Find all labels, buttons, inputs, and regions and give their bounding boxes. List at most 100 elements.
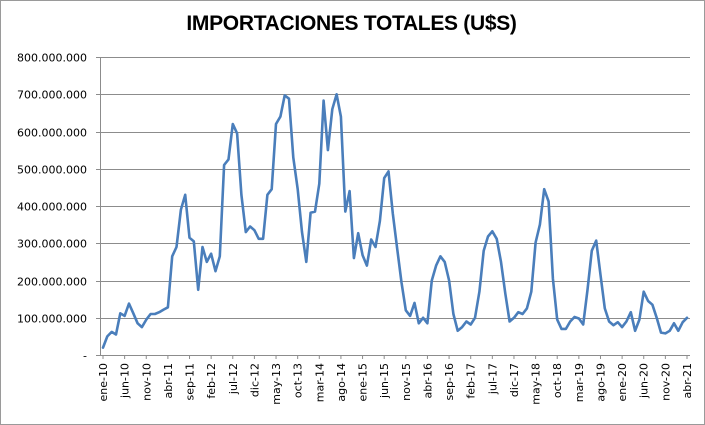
data-point (301, 231, 303, 233)
y-tick-label: 700.000.000 (17, 89, 87, 102)
data-point (314, 210, 316, 212)
data-point (643, 291, 645, 293)
chart-title: IMPORTACIONES TOTALES (U$S) (186, 12, 517, 35)
data-point (539, 223, 541, 225)
x-tick-label: may-13 (270, 363, 283, 405)
data-point (340, 115, 342, 117)
data-point (669, 330, 671, 332)
data-point (638, 318, 640, 320)
data-point (452, 313, 454, 315)
data-point (102, 346, 104, 348)
x-tick-label: may-18 (530, 363, 543, 405)
x-tick-label: ene-10 (97, 363, 110, 401)
x-tick-label: feb-17 (465, 363, 478, 399)
data-point (560, 328, 562, 330)
x-tick-label: nov-15 (400, 363, 413, 401)
data-point (625, 320, 627, 322)
y-tick-label: 600.000.000 (17, 127, 87, 140)
x-tick-label: oct-18 (551, 363, 564, 398)
y-tick-label: 800.000.000 (17, 52, 87, 65)
x-tick-label: ene-15 (357, 363, 370, 401)
data-point (630, 311, 632, 313)
data-point (686, 317, 688, 319)
data-point (591, 250, 593, 252)
data-point (578, 317, 580, 319)
data-point (158, 311, 160, 313)
data-point (162, 308, 164, 310)
x-tick-label: jun-20 (638, 363, 651, 399)
y-tick-label: 300.000.000 (17, 238, 87, 251)
x-tick-label: nov-20 (659, 363, 672, 401)
data-point (309, 212, 311, 214)
x-tick-label: abr-21 (681, 363, 694, 399)
data-point (188, 237, 190, 239)
data-point (258, 238, 260, 240)
data-point (193, 240, 195, 242)
data-point (656, 317, 658, 319)
data-point (262, 238, 264, 240)
data-point (119, 312, 121, 314)
data-point (565, 328, 567, 330)
data-point (279, 115, 281, 117)
x-tick-label: dic-17 (508, 363, 521, 397)
data-point (184, 194, 186, 196)
data-point (370, 238, 372, 240)
data-point (180, 209, 182, 211)
data-point (682, 321, 684, 323)
data-point (357, 232, 359, 234)
data-point (573, 316, 575, 318)
x-tick-label: jun-15 (378, 363, 391, 399)
data-point (353, 257, 355, 259)
data-point (141, 326, 143, 328)
data-point (275, 123, 277, 125)
data-point (266, 194, 268, 196)
data-point (396, 248, 398, 250)
data-point (470, 323, 472, 325)
data-point (271, 188, 273, 190)
data-point (448, 279, 450, 281)
data-point (487, 235, 489, 237)
data-point (608, 320, 610, 322)
data-point (236, 132, 238, 134)
data-point (435, 264, 437, 266)
data-point (201, 246, 203, 248)
data-point (327, 149, 329, 151)
y-tick-label: 200.000.000 (17, 276, 87, 289)
x-tick-label: abr-11 (162, 363, 175, 399)
data-point (582, 323, 584, 325)
data-point (508, 320, 510, 322)
data-point (297, 188, 299, 190)
y-tick-label: 400.000.000 (17, 201, 87, 214)
data-point (496, 238, 498, 240)
data-point (197, 289, 199, 291)
data-point (253, 229, 255, 231)
series-line (101, 93, 689, 349)
data-point (617, 321, 619, 323)
data-point (478, 291, 480, 293)
data-point (526, 307, 528, 309)
data-point (223, 164, 225, 166)
data-point (366, 264, 368, 266)
data-point (331, 108, 333, 110)
series-layer (101, 93, 689, 349)
data-point (392, 212, 394, 214)
data-point (413, 302, 415, 304)
x-tick-label: feb-12 (205, 363, 218, 399)
data-point (504, 292, 506, 294)
data-point (474, 317, 476, 319)
data-point (149, 313, 151, 315)
data-point (288, 98, 290, 100)
y-tick-label: 500.000.000 (17, 164, 87, 177)
data-point (154, 313, 156, 315)
data-point (483, 250, 485, 252)
x-tick-label: jul-17 (486, 363, 499, 395)
data-point (521, 313, 523, 315)
data-point (374, 246, 376, 248)
data-point (634, 330, 636, 332)
data-point (465, 320, 467, 322)
x-tick-label: nov-10 (140, 363, 153, 401)
x-tick-label: sep-16 (443, 363, 456, 400)
data-point (284, 94, 286, 96)
data-point (245, 231, 247, 233)
